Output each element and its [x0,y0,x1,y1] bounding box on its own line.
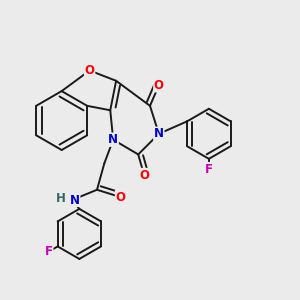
Text: H: H [56,192,66,205]
Text: O: O [139,169,149,182]
Text: N: N [154,127,164,140]
Text: F: F [205,163,213,176]
Text: N: N [70,194,80,207]
Text: N: N [108,133,118,146]
Text: O: O [85,64,94,77]
Text: F: F [45,245,53,258]
Text: O: O [154,79,164,92]
Text: O: O [116,190,126,204]
